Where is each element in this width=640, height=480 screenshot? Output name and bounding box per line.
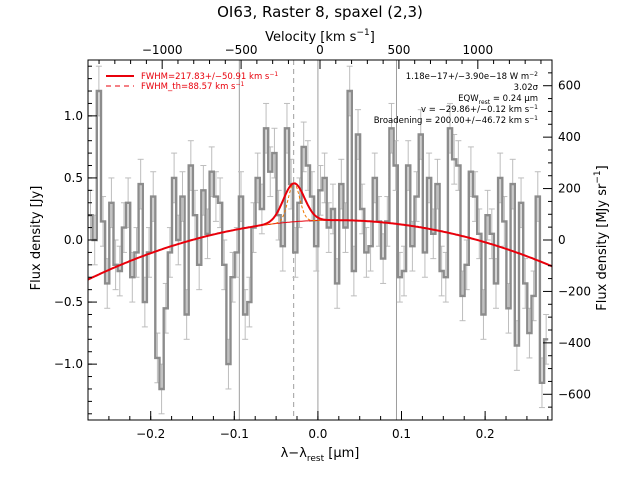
y-tick-label-left: −1.0 xyxy=(54,357,83,371)
fit-annotation: v = −29.86+/−0.12 km s−1 xyxy=(421,104,538,115)
chart-title: OI63, Raster 8, spaxel (2,3) xyxy=(217,3,423,21)
y-tick-label-right: −600 xyxy=(558,387,591,401)
legend-label: FWHM=217.83+/−50.91 km s−1 xyxy=(141,71,278,82)
y-tick-label-left: 0.0 xyxy=(64,233,83,247)
fit-annotation: EQWrest = 0.24 μm xyxy=(458,94,538,106)
y-tick-label-right: −200 xyxy=(558,284,591,298)
model-curves xyxy=(87,182,553,281)
y-tick-label-right: 200 xyxy=(558,182,581,196)
x-tick-label: 0.1 xyxy=(392,427,411,441)
y-axis-label-left: Flux density [Jy] xyxy=(29,186,44,291)
top-tick-label: 1000 xyxy=(463,43,494,57)
top-tick-label: 500 xyxy=(387,43,410,57)
legend-label: FWHM_th=88.57 km s−1 xyxy=(141,81,245,92)
top-tick-label: −500 xyxy=(225,43,258,57)
fit-annotation: 3.02σ xyxy=(514,83,539,93)
y-axis-label-right: Flux density [MJy sr−1] xyxy=(593,165,610,310)
top-tick-label: 0 xyxy=(316,43,324,57)
x-tick-label: −0.2 xyxy=(136,427,165,441)
top-axis-label: Velocity [km s−1] xyxy=(265,28,375,45)
y-tick-label-left: 1.0 xyxy=(64,109,83,123)
y-tick-label-right: 600 xyxy=(558,79,581,93)
x-tick-label: 0.0 xyxy=(308,427,327,441)
legend: FWHM=217.83+/−50.91 km s−1FWHM_th=88.57 … xyxy=(106,71,278,92)
y-tick-label-right: 0 xyxy=(558,233,566,247)
y-tick-label-right: −400 xyxy=(558,336,591,350)
top-tick-label: −1000 xyxy=(142,43,183,57)
fit-annotation: 1.18e−17+/−3.90e−18 W m−2 xyxy=(406,71,538,82)
axes: −0.2 −0.1 0.0 0.1 0.2 −1000 −500 0 500 1000 −1.0 −0… xyxy=(54,43,591,441)
x-tick-label: −0.1 xyxy=(220,427,249,441)
x-tick-label: 0.2 xyxy=(476,427,495,441)
y-tick-label-right: 400 xyxy=(558,130,581,144)
y-tick-label-left: 0.5 xyxy=(64,171,83,185)
x-axis-label: λ−λrest [μm] xyxy=(281,446,360,464)
total-fit-curve xyxy=(87,182,553,281)
fit-annotation: Broadening = 200.00+/−46.72 km s−1 xyxy=(374,115,538,126)
y-tick-label-left: −0.5 xyxy=(54,295,83,309)
